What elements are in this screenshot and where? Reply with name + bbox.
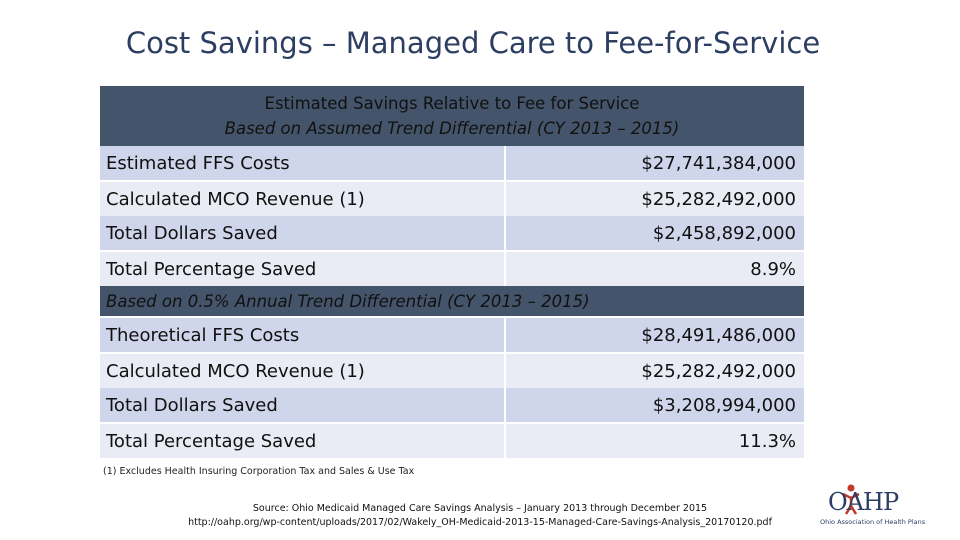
row-value: $28,491,486,000 (506, 318, 804, 352)
row-label: Total Dollars Saved (100, 388, 506, 422)
source-citation: Source: Ohio Medicaid Managed Care Savin… (150, 502, 810, 530)
row-label: Calculated MCO Revenue (1) (100, 354, 506, 388)
row-label: Total Percentage Saved (100, 252, 506, 286)
table-header: Estimated Savings Relative to Fee for Se… (100, 86, 804, 146)
table-row: Estimated FFS Costs $27,741,384,000 (100, 146, 804, 180)
row-label: Estimated FFS Costs (100, 146, 506, 180)
row-label: Calculated MCO Revenue (1) (100, 182, 506, 216)
page-title: Cost Savings – Managed Care to Fee-for-S… (125, 26, 821, 60)
row-value: $25,282,492,000 (506, 182, 804, 216)
row-label: Total Percentage Saved (100, 424, 506, 458)
oahp-logo: OAHP Ohio Association of Health Plans (820, 484, 940, 530)
table-row: Calculated MCO Revenue (1) $25,282,492,0… (100, 354, 804, 388)
table-row: Calculated MCO Revenue (1) $25,282,492,0… (100, 182, 804, 216)
table-row: Total Percentage Saved 8.9% (100, 252, 804, 286)
row-value: $3,208,994,000 (506, 388, 804, 422)
table-row: Theoretical FFS Costs $28,491,486,000 (100, 318, 804, 352)
logo-mark: OAHP (828, 488, 899, 516)
savings-table: Estimated Savings Relative to Fee for Se… (100, 86, 804, 458)
source-url[interactable]: http://oahp.org/wp-content/uploads/2017/… (188, 517, 772, 528)
row-value: $27,741,384,000 (506, 146, 804, 180)
table-row: Total Dollars Saved $2,458,892,000 (100, 216, 804, 250)
row-label: Theoretical FFS Costs (100, 318, 506, 352)
row-value: 11.3% (506, 424, 804, 458)
table-subheader: Based on 0.5% Annual Trend Differential … (100, 286, 804, 316)
table-header-title: Estimated Savings Relative to Fee for Se… (264, 94, 640, 113)
logo-tagline: Ohio Association of Health Plans (820, 518, 926, 526)
person-figure-icon (842, 484, 860, 515)
table-row: Total Percentage Saved 11.3% (100, 424, 804, 458)
footnote: (1) Excludes Health Insuring Corporation… (103, 466, 415, 477)
table-row: Total Dollars Saved $3,208,994,000 (100, 388, 804, 422)
row-value: $2,458,892,000 (506, 216, 804, 250)
row-value: 8.9% (506, 252, 804, 286)
source-text: Source: Ohio Medicaid Managed Care Savin… (252, 503, 708, 514)
row-label: Total Dollars Saved (100, 216, 506, 250)
table-header-subtitle: Based on Assumed Trend Differential (CY … (224, 119, 680, 138)
row-value: $25,282,492,000 (506, 354, 804, 388)
